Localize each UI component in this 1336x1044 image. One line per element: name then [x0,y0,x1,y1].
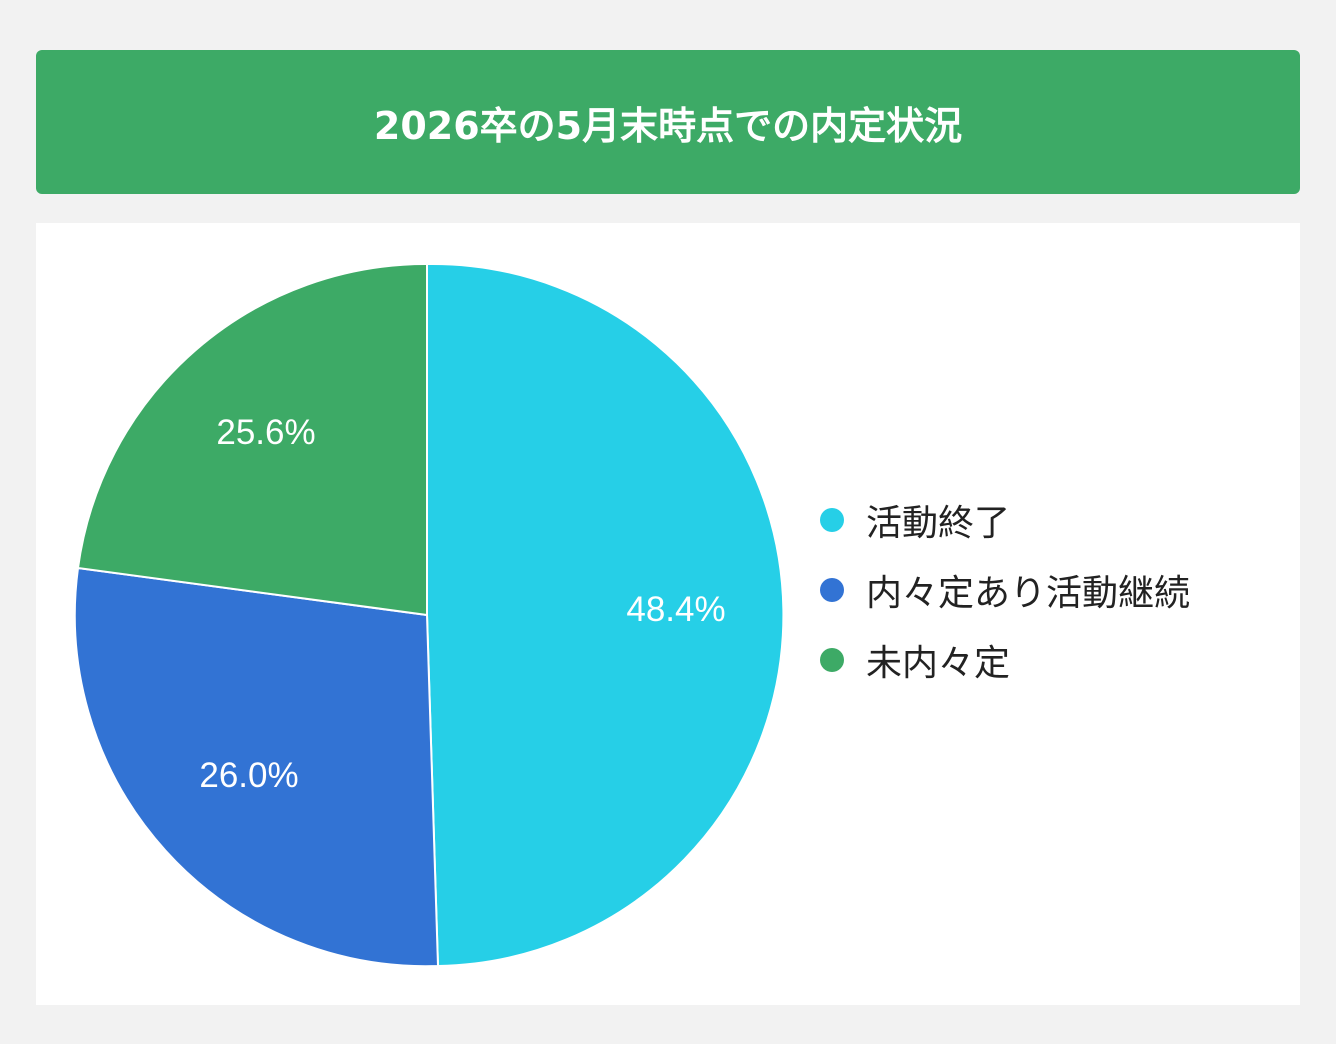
legend-label: 未内々定 [866,643,1011,684]
slice-label-katsudo-shuryo: 48.4% [626,590,726,629]
chart-title: 2026卒の5月末時点での内定状況 [373,103,963,148]
slice-label-mi-naitei: 25.6% [216,413,316,452]
legend-item-naiteiari-keizoku[interactable]: 内々定あり活動継続 [820,555,1190,625]
legend-item-mi-naitei[interactable]: 未内々定 [820,625,1190,695]
pie-slice-mi-naitei[interactable] [76,262,428,617]
legend-dot-icon [820,648,844,672]
pie-slice-naiteiari-keizoku[interactable] [73,566,440,968]
legend-item-katsudo-shuryo[interactable]: 活動終了 [820,485,1190,555]
legend-dot-icon [820,578,844,602]
pie-slice-katsudo-shuryo[interactable] [426,262,785,968]
legend-dot-icon [820,508,844,532]
chart-legend: 活動終了 内々定あり活動継続 未内々定 [820,485,1190,695]
pie-chart [73,262,785,968]
legend-label: 活動終了 [866,503,1011,544]
chart-panel: 48.4% 26.0% 25.6% 活動終了 内々定あり活動継続 未内々定 [36,223,1300,1005]
legend-label: 内々定あり活動継続 [866,573,1191,614]
slice-label-naiteiari-keizoku: 26.0% [199,756,299,795]
chart-title-banner: 2026卒の5月末時点での内定状況 [36,50,1300,194]
